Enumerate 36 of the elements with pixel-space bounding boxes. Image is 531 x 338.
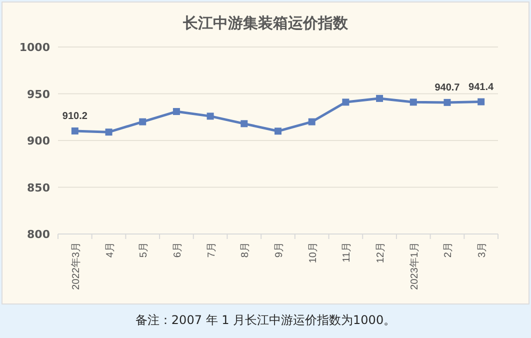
point: [71, 127, 78, 134]
point: [172, 108, 180, 116]
y-tick-label: 950: [27, 88, 50, 101]
x-tick-label: 6月: [172, 242, 184, 258]
point: [274, 128, 282, 135]
point: [240, 120, 248, 128]
point: [376, 94, 384, 102]
x-tick-label: 2月: [443, 242, 454, 258]
y-tick-label: 800: [27, 228, 50, 241]
point: [444, 98, 451, 106]
point: [342, 98, 350, 106]
x-tick-label: 12月: [376, 242, 387, 264]
data-label: 910.2: [62, 110, 88, 122]
point: [206, 112, 214, 120]
data-label: 940.7: [434, 82, 460, 94]
point: [478, 98, 485, 106]
y-tick-label: 900: [27, 134, 50, 148]
y-tick-label: 1000: [19, 41, 50, 54]
x-tick-label: 2023年1月: [408, 242, 420, 290]
point: [410, 98, 417, 106]
point: [105, 128, 112, 136]
x-tick-label: 7月: [206, 242, 218, 258]
x-tick-label: 11月: [342, 242, 353, 262]
chart-title: 长江中游集装箱运价指数: [182, 14, 349, 32]
x-tick-label: 9月: [274, 242, 285, 258]
point: [308, 118, 316, 126]
data-label: 941.4: [468, 82, 494, 93]
x-tick-label: 3月: [477, 242, 488, 258]
point: [139, 118, 146, 126]
x-tick-label: 8月: [240, 242, 252, 258]
x-tick-label: 10月: [308, 242, 319, 264]
text: 备注：2007 年 1 月长江中游运价指数为1000。: [135, 313, 396, 327]
x-tick-label: 4月: [104, 242, 116, 258]
x-tick-label: 5月: [138, 242, 150, 258]
x-tick-label: 2022年3月: [70, 242, 82, 290]
y-tick-label: 850: [27, 181, 50, 194]
